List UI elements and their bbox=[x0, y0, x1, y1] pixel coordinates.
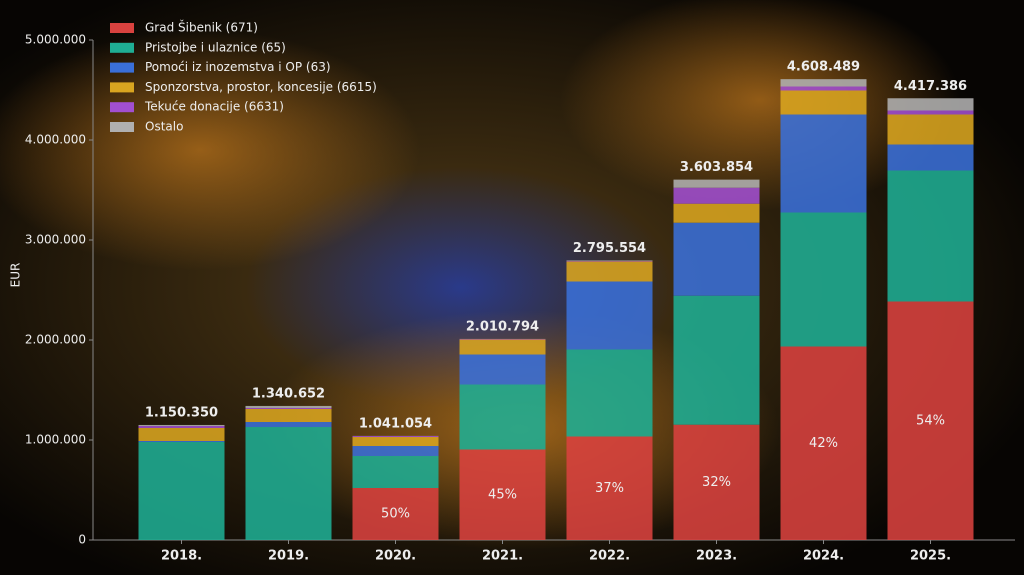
bar-segment bbox=[566, 281, 653, 350]
bar-segment bbox=[566, 436, 653, 540]
legend-swatch bbox=[110, 62, 134, 73]
bar-segment bbox=[245, 408, 332, 409]
legend-swatch bbox=[110, 82, 134, 93]
percent-label: 50% bbox=[381, 507, 410, 522]
bar-segment bbox=[887, 114, 974, 145]
bar-segment bbox=[459, 339, 546, 340]
bar-segment bbox=[352, 436, 439, 437]
legend-swatch bbox=[110, 42, 134, 53]
legend-label: Pomoći iz inozemstva i OP (63) bbox=[145, 60, 331, 74]
bar-segment bbox=[138, 428, 225, 441]
y-tick-label: 0 bbox=[78, 533, 86, 547]
total-label: 1.041.054 bbox=[359, 416, 432, 431]
x-tick-label: 2019. bbox=[268, 549, 309, 564]
bar-segment bbox=[780, 90, 867, 115]
bar-segment bbox=[673, 187, 760, 204]
legend-swatch bbox=[110, 122, 134, 132]
bar-segment bbox=[352, 437, 439, 446]
x-tick-label: 2024. bbox=[803, 549, 844, 564]
percent-label: 45% bbox=[488, 487, 517, 502]
total-label: 4.608.489 bbox=[787, 60, 860, 75]
y-tick-label: 4.000.000 bbox=[25, 133, 86, 147]
bar-segment bbox=[352, 456, 439, 488]
bar-segment bbox=[352, 488, 439, 540]
bar-segment bbox=[566, 261, 653, 262]
bar-segment bbox=[780, 212, 867, 347]
y-axis-label: EUR bbox=[9, 263, 23, 288]
bar-segment bbox=[673, 295, 760, 425]
total-label: 1.340.652 bbox=[252, 386, 325, 401]
bar-segment bbox=[459, 354, 546, 385]
y-tick-label: 1.000.000 bbox=[25, 433, 86, 447]
bar-segment bbox=[459, 449, 546, 540]
bar-segment bbox=[566, 349, 653, 437]
bar-segment bbox=[887, 301, 974, 540]
bar-segment bbox=[566, 260, 653, 261]
bar-segment bbox=[138, 442, 225, 540]
legend-swatch bbox=[110, 102, 134, 113]
total-label: 4.417.386 bbox=[894, 79, 967, 94]
bar-segment bbox=[245, 427, 332, 540]
bar-segment bbox=[673, 424, 760, 540]
legend-label: Sponzorstva, prostor, koncesije (6615) bbox=[145, 80, 377, 94]
bar-segment bbox=[245, 409, 332, 422]
x-tick-label: 2021. bbox=[482, 549, 523, 564]
bar-segment bbox=[245, 422, 332, 427]
bar-segment bbox=[138, 426, 225, 428]
legend-label: Pristojbe i ulaznice (65) bbox=[145, 40, 286, 54]
bar-segment bbox=[780, 114, 867, 213]
total-label: 3.603.854 bbox=[680, 160, 753, 175]
bar-segment bbox=[887, 98, 974, 111]
x-tick-label: 2022. bbox=[589, 549, 630, 564]
bar-segment bbox=[780, 346, 867, 540]
legend-label: Tekuće donacije (6631) bbox=[144, 100, 284, 114]
x-tick-label: 2020. bbox=[375, 549, 416, 564]
bar-segment bbox=[673, 203, 760, 223]
total-label: 1.150.350 bbox=[145, 405, 218, 420]
legend-swatch bbox=[110, 23, 134, 33]
bar-segment bbox=[352, 446, 439, 456]
percent-label: 42% bbox=[809, 436, 838, 451]
total-label: 2.795.554 bbox=[573, 241, 646, 256]
y-tick-label: 2.000.000 bbox=[25, 333, 86, 347]
bar-segment bbox=[459, 339, 546, 355]
total-label: 2.010.794 bbox=[466, 319, 539, 334]
y-tick-label: 3.000.000 bbox=[25, 233, 86, 247]
background-glow bbox=[0, 30, 420, 270]
bar-segment bbox=[887, 144, 974, 171]
percent-label: 54% bbox=[916, 413, 945, 428]
bar-segment bbox=[459, 384, 546, 450]
bar-segment bbox=[673, 179, 760, 188]
bar-segment bbox=[138, 441, 225, 442]
bar-segment bbox=[138, 424, 225, 426]
bar-segment bbox=[245, 405, 332, 408]
bar-segment bbox=[673, 222, 760, 296]
bar-segment bbox=[566, 261, 653, 282]
bar-segment bbox=[887, 170, 974, 302]
bar-segment bbox=[780, 86, 867, 91]
y-tick-label: 5.000.000 bbox=[25, 33, 86, 47]
percent-label: 32% bbox=[702, 475, 731, 490]
x-tick-label: 2025. bbox=[910, 549, 951, 564]
legend-label: Grad Šibenik (671) bbox=[145, 20, 258, 35]
x-tick-label: 2018. bbox=[161, 549, 202, 564]
x-tick-label: 2023. bbox=[696, 549, 737, 564]
percent-label: 37% bbox=[595, 481, 624, 496]
legend-label: Ostalo bbox=[145, 120, 183, 134]
bar-segment bbox=[887, 110, 974, 115]
bar-segment bbox=[780, 79, 867, 87]
